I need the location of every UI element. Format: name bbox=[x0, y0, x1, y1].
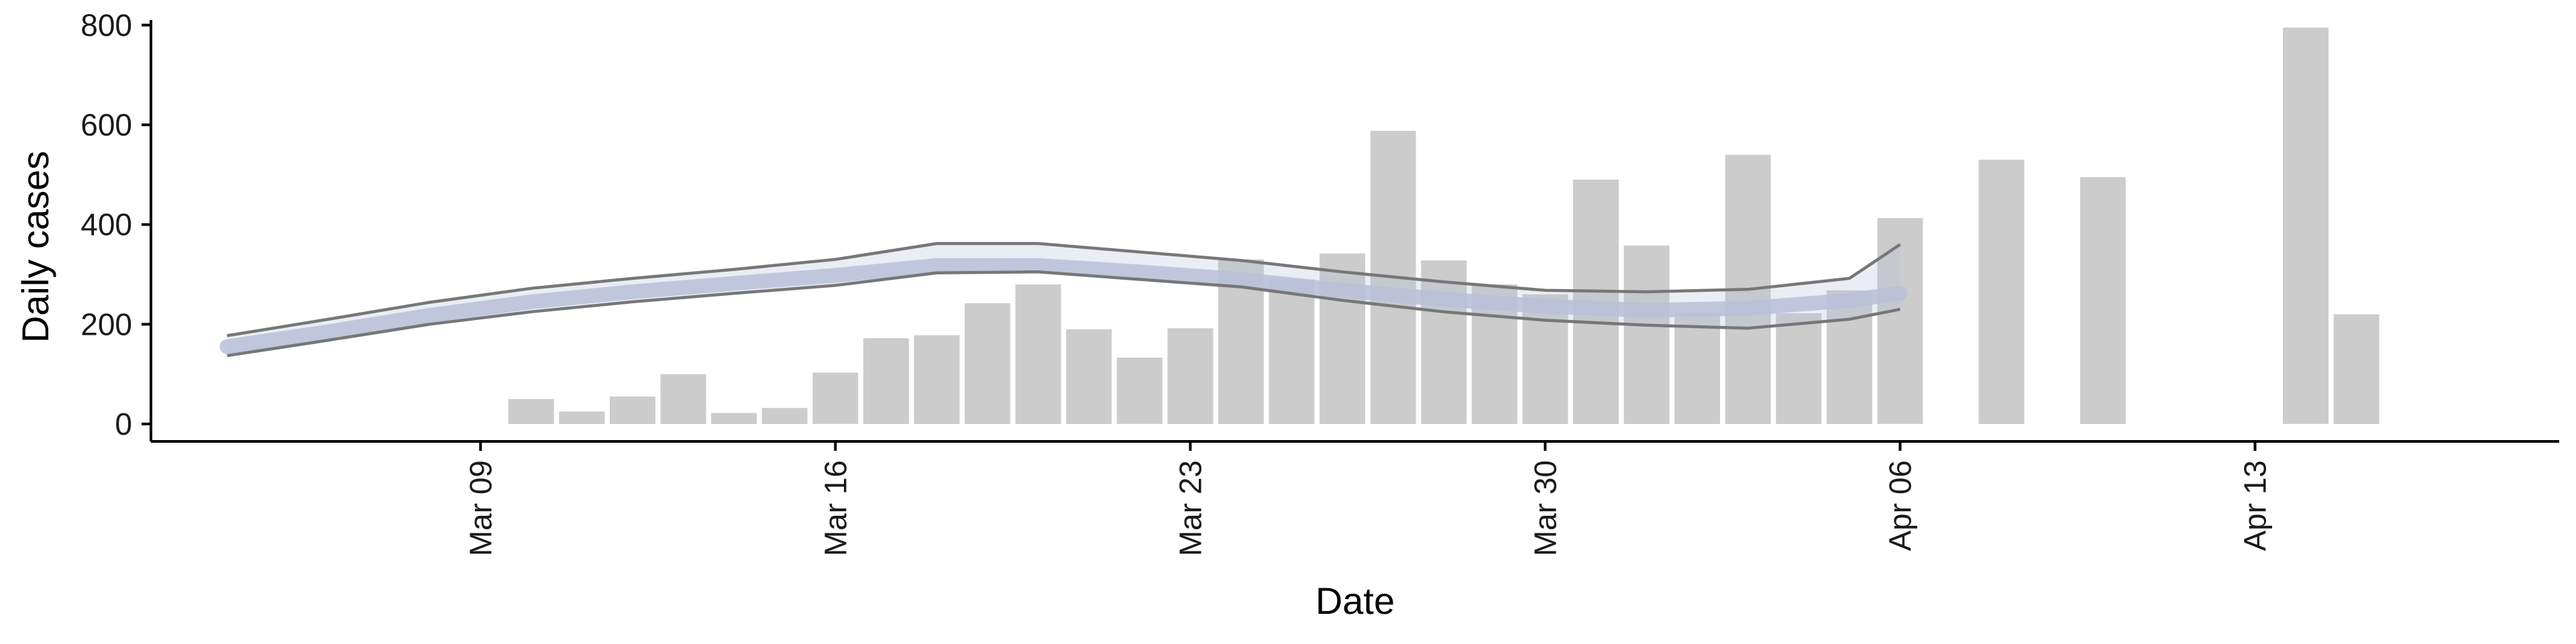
x-tick-label: Apr 13 bbox=[2238, 460, 2273, 551]
y-tick-label: 200 bbox=[80, 307, 132, 341]
bar bbox=[1776, 313, 1822, 424]
y-axis-title: Daily cases bbox=[14, 151, 56, 343]
x-axis-title: Date bbox=[1316, 580, 1395, 622]
bar bbox=[914, 335, 960, 424]
bar bbox=[2080, 177, 2126, 424]
x-tick-label: Mar 09 bbox=[463, 460, 498, 556]
bar bbox=[1522, 294, 1568, 424]
y-tick-label: 600 bbox=[80, 107, 132, 142]
bar bbox=[1674, 313, 1721, 424]
bar bbox=[1421, 260, 1467, 424]
x-tick-label: Mar 16 bbox=[818, 460, 853, 556]
lower-bound-line bbox=[227, 270, 1900, 358]
bar bbox=[1167, 328, 1214, 424]
x-tick-label: Apr 06 bbox=[1883, 460, 1918, 551]
bar bbox=[863, 338, 909, 424]
y-tick-label: 800 bbox=[80, 7, 132, 42]
bar bbox=[1877, 218, 1923, 424]
bar bbox=[1623, 245, 1670, 424]
bar bbox=[761, 408, 808, 424]
bar bbox=[1826, 290, 1872, 424]
bar bbox=[1269, 279, 1315, 424]
axes-layer: 0 200 400 600 800 Mar 09 Mar 16 Mar 23 Mar 30 Apr… bbox=[80, 7, 2559, 556]
x-tick-label: Mar 23 bbox=[1173, 460, 1208, 556]
bar bbox=[812, 372, 859, 424]
bar bbox=[559, 411, 605, 424]
median-line bbox=[219, 258, 1908, 354]
bar bbox=[2283, 28, 2329, 424]
y-tick-label: 0 bbox=[115, 407, 132, 441]
bar bbox=[1015, 284, 1061, 424]
upper-bound-line bbox=[227, 241, 1901, 337]
bar bbox=[1116, 358, 1163, 424]
y-tick-label: 400 bbox=[80, 207, 132, 242]
bar bbox=[508, 398, 554, 424]
bar bbox=[2333, 314, 2379, 424]
bar bbox=[660, 374, 706, 424]
bars-layer bbox=[508, 28, 2379, 424]
bar bbox=[610, 396, 655, 424]
bar bbox=[1978, 160, 2025, 424]
bar bbox=[711, 413, 757, 424]
band-layer bbox=[219, 241, 1908, 358]
x-tick-label: Mar 30 bbox=[1527, 460, 1562, 556]
bar bbox=[965, 303, 1010, 424]
bar bbox=[1066, 329, 1112, 424]
